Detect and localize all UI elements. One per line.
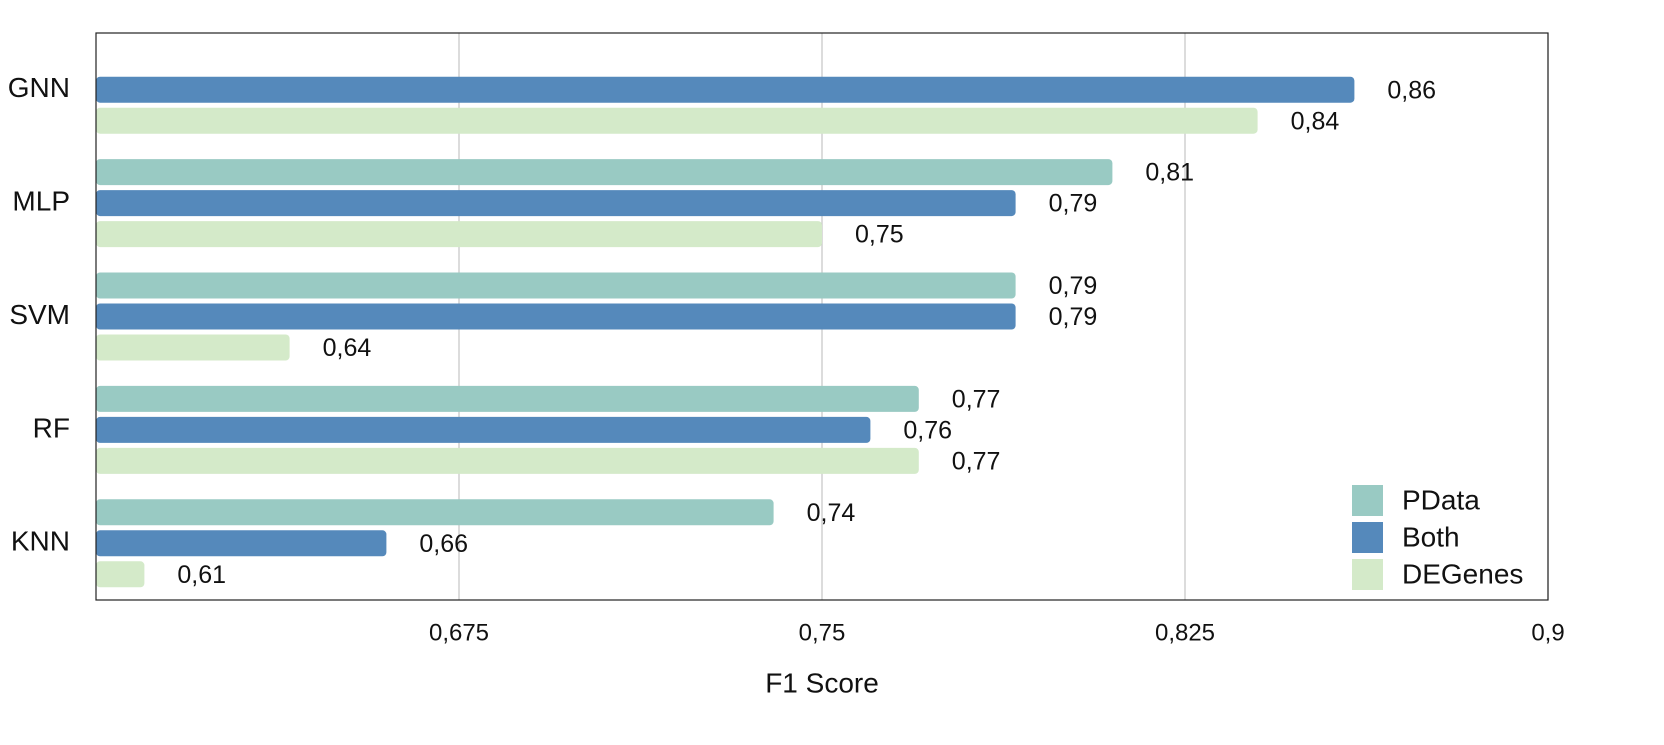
bar xyxy=(96,107,1258,134)
value-label: 0,74 xyxy=(807,499,856,527)
legend-label: DEGenes xyxy=(1402,558,1523,589)
value-label: 0,64 xyxy=(323,334,372,362)
legend-label: Both xyxy=(1402,521,1460,552)
value-label: 0,86 xyxy=(1387,76,1436,104)
x-tick-label: 0,825 xyxy=(1155,619,1215,646)
bar xyxy=(96,447,919,474)
value-label: 0,81 xyxy=(1145,159,1194,187)
legend-swatch xyxy=(1352,559,1383,590)
value-label: 0,84 xyxy=(1291,107,1340,135)
bar xyxy=(96,221,822,248)
bar xyxy=(96,190,1016,217)
plot-frame xyxy=(95,32,1549,601)
legend-swatch xyxy=(1352,522,1383,553)
y-tick-label: GNN xyxy=(8,72,70,103)
y-tick-label: RF xyxy=(33,412,70,443)
legend-swatch xyxy=(1352,485,1383,516)
x-tick-label: 0,9 xyxy=(1531,619,1564,646)
y-tick-label: SVM xyxy=(9,299,70,330)
x-tick-label: 0,675 xyxy=(429,619,489,646)
x-axis-label: F1 Score xyxy=(765,667,879,698)
value-label: 0,76 xyxy=(903,417,952,445)
y-tick-label: KNN xyxy=(11,526,70,557)
value-label: 0,79 xyxy=(1049,190,1098,218)
value-label: 0,77 xyxy=(952,448,1001,476)
bar xyxy=(96,530,387,557)
value-label: 0,79 xyxy=(1049,303,1098,331)
bar xyxy=(96,159,1113,186)
bar xyxy=(96,272,1016,299)
value-label: 0,79 xyxy=(1049,272,1098,300)
bar xyxy=(96,303,1016,330)
x-tick-label: 0,75 xyxy=(799,619,846,646)
value-label: 0,66 xyxy=(419,530,468,558)
bar xyxy=(96,416,871,443)
value-label: 0,77 xyxy=(952,386,1001,414)
bar xyxy=(96,334,290,361)
bar xyxy=(96,76,1355,103)
y-tick-label: MLP xyxy=(12,185,70,216)
value-label: 0,75 xyxy=(855,221,904,249)
legend-label: PData xyxy=(1402,484,1480,515)
bar xyxy=(96,499,774,526)
value-label: 0,61 xyxy=(177,561,226,589)
bar xyxy=(96,561,145,588)
bar xyxy=(96,385,919,412)
